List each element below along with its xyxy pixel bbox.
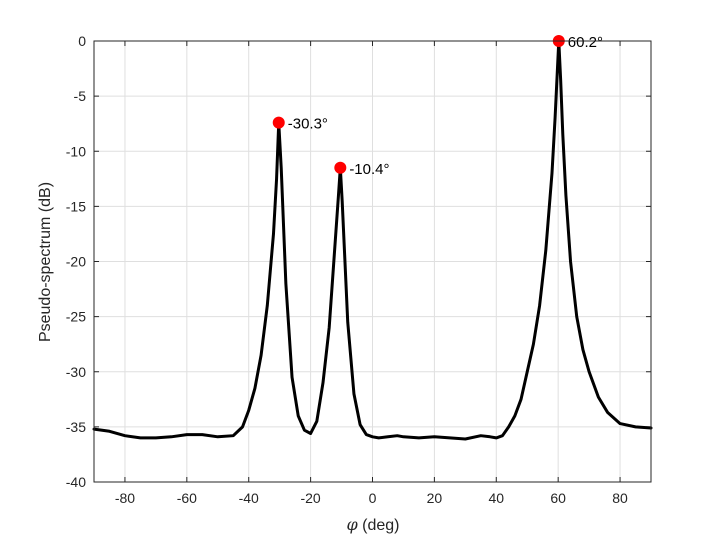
peak-marker [334, 161, 347, 174]
peak-label: 60.2° [568, 34, 603, 51]
grid-lines [94, 40, 651, 483]
x-tick-labels: -80 -60 -40 -20 0 20 40 60 80 [115, 490, 628, 506]
y-tick-label: -35 [66, 419, 86, 435]
y-tick-label: -40 [66, 474, 86, 490]
y-tick-label: -15 [66, 198, 86, 214]
x-tick-label: 40 [488, 490, 504, 506]
x-tick-label: -60 [177, 490, 197, 506]
x-tick-label: -80 [115, 490, 135, 506]
x-tick-label: 80 [612, 490, 628, 506]
x-tick-label: -40 [239, 490, 259, 506]
peak-marker [272, 116, 285, 129]
x-axis-unit: (deg) [362, 517, 399, 534]
y-tick-label: -5 [74, 88, 87, 104]
axis-ticks [94, 40, 651, 483]
y-tick-label: -30 [66, 364, 86, 380]
x-axis-symbol: φ [346, 515, 358, 534]
x-tick-label: -20 [300, 490, 320, 506]
peak-label: -10.4° [349, 161, 389, 178]
x-tick-label: 0 [369, 490, 377, 506]
plot-frame [93, 40, 652, 483]
x-tick-label: 60 [550, 490, 566, 506]
y-tick-label: -20 [66, 254, 86, 270]
peak-label: -30.3° [288, 116, 328, 133]
series-line-pseudo-spectrum [92, 39, 653, 441]
series-group [92, 39, 653, 441]
x-tick-label: 20 [427, 490, 443, 506]
y-tick-label: -10 [66, 143, 86, 159]
x-axis-label: φ (deg) [346, 515, 399, 534]
y-tick-labels: 0 -5 -10 -15 -20 -25 -30 -35 -40 [66, 33, 86, 490]
y-tick-label: 0 [78, 33, 86, 49]
y-tick-label: -25 [66, 309, 86, 325]
y-axis-label: Pseudo-spectrum (dB) [37, 182, 54, 342]
